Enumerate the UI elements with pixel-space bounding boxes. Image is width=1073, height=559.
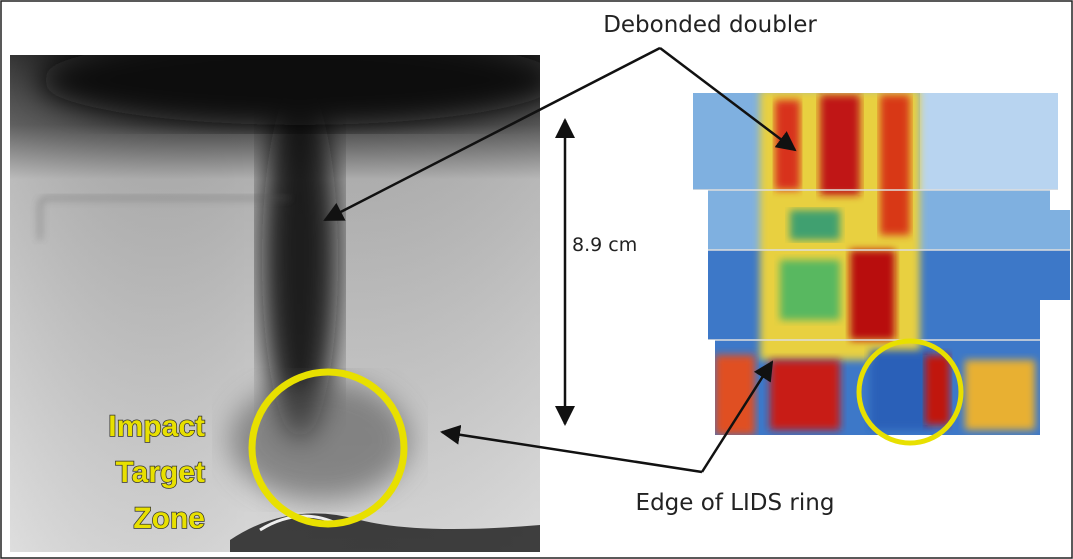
figure: Debonded doubler 8.9 cm Edge of LIDS rin… <box>0 0 1073 559</box>
label: Edge of LIDS ring <box>636 490 835 516</box>
label: Debonded doubler <box>603 12 817 38</box>
zone-label: Target <box>116 456 205 489</box>
dimension-label: 8.9 cm <box>572 234 637 256</box>
zone-label: Zone <box>133 502 205 535</box>
photo <box>10 35 560 552</box>
zone-label: Impact <box>108 410 205 443</box>
thermal-scan <box>690 90 1073 440</box>
